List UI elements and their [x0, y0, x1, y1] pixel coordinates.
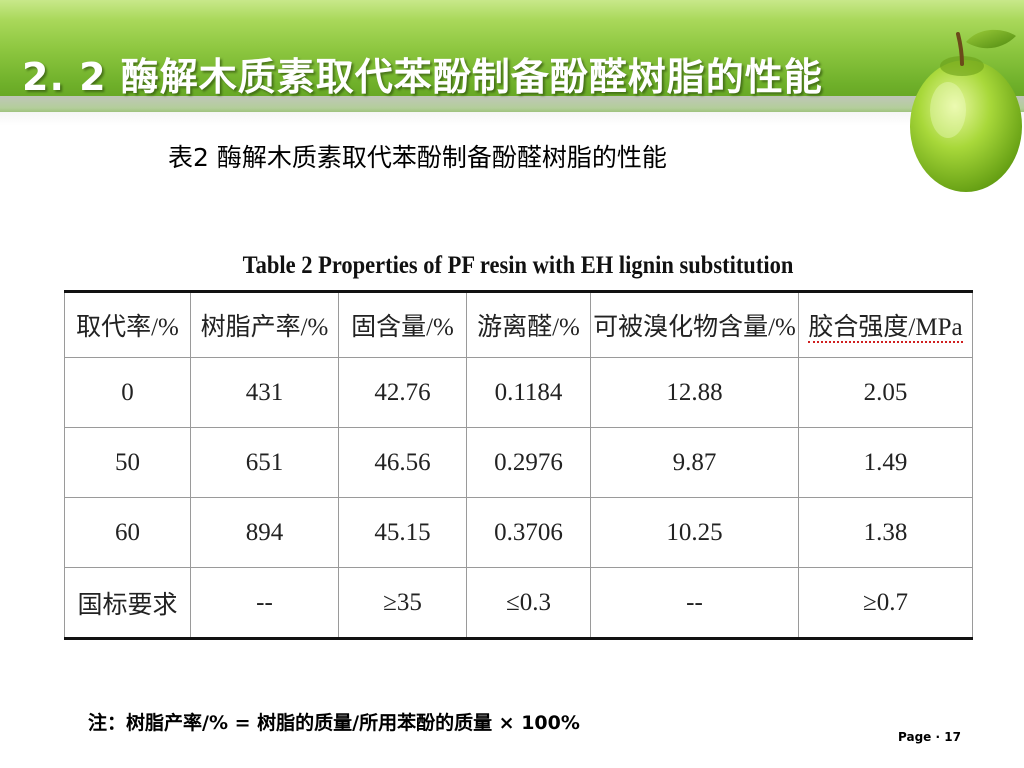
column-header: 可被溴化物含量/%: [590, 291, 799, 358]
table-cell: 0.1184: [466, 357, 591, 428]
column-header: 固含量/%: [338, 291, 467, 358]
green-apple-icon: [910, 29, 1022, 192]
table-caption-cn: 表2 酶解木质素取代苯酚制备酚醛树脂的性能: [168, 143, 667, 172]
table-cell: 10.25: [590, 497, 799, 568]
table-cell: 42.76: [338, 357, 467, 428]
table-cell: ≥35: [338, 567, 467, 639]
table-row: 50 651 46.56 0.2976 9.87 1.49: [64, 427, 973, 498]
table-caption-en: Table 2 Properties of PF resin with EH l…: [242, 252, 794, 279]
table-cell: 12.88: [590, 357, 799, 428]
header-band: [0, 0, 1024, 112]
table-cell: 0: [64, 357, 191, 428]
table-cell: 50: [64, 427, 191, 498]
table-cell: 1.38: [798, 497, 973, 568]
table-cell: 45.15: [338, 497, 467, 568]
table-row: 0 431 42.76 0.1184 12.88 2.05: [64, 357, 973, 428]
table-cell: 9.87: [590, 427, 799, 498]
table-cell: 0.3706: [466, 497, 591, 568]
table-cell: 1.49: [798, 427, 973, 498]
column-header: 取代率/%: [64, 291, 191, 358]
footnote: 注：树脂产率/% = 树脂的质量/所用苯酚的质量 × 100%: [88, 712, 580, 734]
header-shine: [0, 96, 1024, 126]
table-cell: 国标要求: [64, 567, 191, 639]
table-cell: ≥0.7: [798, 567, 973, 639]
table-row: 60 894 45.15 0.3706 10.25 1.38: [64, 497, 973, 568]
table-cell: 2.05: [798, 357, 973, 428]
table-cell: --: [190, 567, 339, 639]
page-number: Page · 17: [898, 730, 961, 744]
column-header: 胶合强度/MPa: [798, 291, 973, 358]
table-cell: --: [590, 567, 799, 639]
table-cell: 894: [190, 497, 339, 568]
slide-title: 2. 2 酶解木质素取代苯酚制备酚醛树脂的性能: [22, 55, 823, 99]
table-cell: 0.2976: [466, 427, 591, 498]
table-header-row: 取代率/% 树脂产率/% 固含量/% 游离醛/% 可被溴化物含量/% 胶合强度/…: [64, 291, 973, 358]
table-cell: 431: [190, 357, 339, 428]
column-header-label: 胶合强度/MPa: [808, 314, 963, 343]
column-header: 游离醛/%: [466, 291, 591, 358]
table-cell: ≤0.3: [466, 567, 591, 639]
column-header: 树脂产率/%: [190, 291, 339, 358]
table-cell: 60: [64, 497, 191, 568]
properties-table: 取代率/% 树脂产率/% 固含量/% 游离醛/% 可被溴化物含量/% 胶合强度/…: [64, 290, 973, 640]
table-cell: 651: [190, 427, 339, 498]
table-cell: 46.56: [338, 427, 467, 498]
table-row: 国标要求 -- ≥35 ≤0.3 -- ≥0.7: [64, 567, 973, 639]
